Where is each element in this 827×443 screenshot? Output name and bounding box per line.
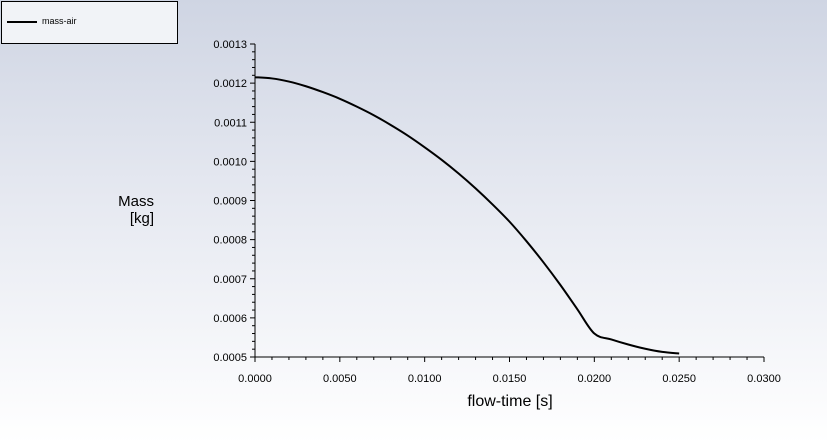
x-tick-label: 0.0250 xyxy=(662,373,696,385)
x-tick-label: 0.0300 xyxy=(747,373,781,385)
y-tick-label: 0.0009 xyxy=(213,196,247,208)
series-line-mass-air xyxy=(254,76,680,355)
y-tick-label: 0.0007 xyxy=(213,274,247,286)
y-axis-label-line-2: [kg] xyxy=(129,210,154,227)
y-tick-label: 0.0008 xyxy=(213,235,247,247)
x-tick-label: 0.0150 xyxy=(493,373,527,385)
x-tick-label: 0.0100 xyxy=(408,373,442,385)
legend: mass-air xyxy=(1,1,178,44)
x-tick-label: 0.0000 xyxy=(238,373,272,385)
y-axis-label: Mass [kg] xyxy=(100,193,154,227)
x-axis-label: flow-time [s] xyxy=(467,393,553,410)
y-tick-label: 0.0010 xyxy=(213,156,247,168)
y-axis-label-line-1: Mass xyxy=(118,193,154,210)
y-tick-label: 0.0013 xyxy=(213,39,247,51)
legend-swatch-mass-air xyxy=(7,21,37,23)
x-tick-label: 0.0050 xyxy=(323,373,357,385)
y-tick-label: 0.0012 xyxy=(213,78,247,90)
legend-label-mass-air: mass-air xyxy=(42,16,77,26)
y-tick-label: 0.0011 xyxy=(214,117,247,129)
y-tick-label: 0.0006 xyxy=(213,313,247,325)
y-tick-label: 0.0005 xyxy=(213,352,247,364)
x-tick-label: 0.0200 xyxy=(578,373,612,385)
